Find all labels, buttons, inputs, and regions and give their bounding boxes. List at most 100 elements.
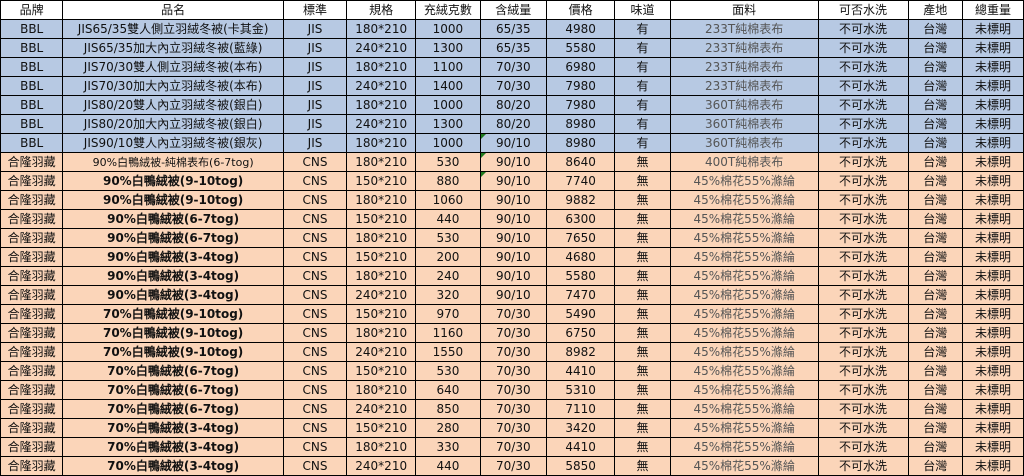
cell-washable[interactable]: 不可水洗	[817, 209, 909, 229]
cell-price[interactable]: 9882	[546, 190, 616, 210]
cell-standard[interactable]: CNS	[282, 456, 348, 476]
cell-brand[interactable]: 合隆羽藏	[0, 323, 64, 343]
cell-price[interactable]: 6750	[546, 323, 616, 343]
cell-standard[interactable]: JIS	[282, 76, 348, 96]
cell-size[interactable]: 180*210	[346, 133, 417, 153]
cell-fabric[interactable]: 45%棉花55%滌綸	[669, 456, 819, 476]
header-size[interactable]: 規格	[346, 0, 417, 20]
cell-fabric[interactable]: 233T純棉表布	[669, 38, 819, 58]
cell-name[interactable]: 90%白鴨絨被(3-4tog)	[62, 285, 284, 305]
cell-down-ratio[interactable]: 65/35	[479, 38, 548, 58]
cell-price[interactable]: 5490	[546, 304, 616, 324]
cell-name[interactable]: JIS80/20雙人內立羽絨冬被(銀白)	[62, 95, 284, 115]
cell-brand[interactable]: 合隆羽藏	[0, 380, 64, 400]
cell-brand[interactable]: BBL	[0, 114, 64, 134]
cell-fill-weight[interactable]: 1000	[415, 95, 481, 115]
cell-fill-weight[interactable]: 1300	[415, 38, 481, 58]
cell-standard[interactable]: CNS	[282, 266, 348, 286]
cell-fill-weight[interactable]: 850	[415, 399, 481, 419]
cell-total-weight[interactable]: 未標明	[962, 380, 1024, 400]
cell-fabric[interactable]: 45%棉花55%滌綸	[669, 247, 819, 267]
cell-fabric[interactable]: 45%棉花55%滌綸	[669, 323, 819, 343]
cell-down-ratio[interactable]: 90/10	[479, 133, 548, 153]
cell-down-ratio[interactable]: 90/10	[479, 171, 548, 191]
cell-total-weight[interactable]: 未標明	[962, 266, 1024, 286]
cell-fabric[interactable]: 45%棉花55%滌綸	[669, 380, 819, 400]
cell-price[interactable]: 8980	[546, 114, 616, 134]
cell-size[interactable]: 180*210	[346, 323, 417, 343]
cell-name[interactable]: 70%白鴨絨被(6-7tog)	[62, 380, 284, 400]
cell-total-weight[interactable]: 未標明	[962, 76, 1024, 96]
cell-price[interactable]: 4680	[546, 247, 616, 267]
cell-standard[interactable]: CNS	[282, 361, 348, 381]
cell-brand[interactable]: 合隆羽藏	[0, 171, 64, 191]
cell-odor[interactable]: 無	[614, 399, 671, 419]
cell-fabric[interactable]: 45%棉花55%滌綸	[669, 171, 819, 191]
cell-size[interactable]: 180*210	[346, 437, 417, 457]
cell-total-weight[interactable]: 未標明	[962, 304, 1024, 324]
cell-fill-weight[interactable]: 1160	[415, 323, 481, 343]
cell-size[interactable]: 180*210	[346, 380, 417, 400]
cell-fill-weight[interactable]: 1400	[415, 76, 481, 96]
cell-fill-weight[interactable]: 530	[415, 152, 481, 172]
cell-brand[interactable]: 合隆羽藏	[0, 247, 64, 267]
cell-price[interactable]: 7470	[546, 285, 616, 305]
cell-fabric[interactable]: 45%棉花55%滌綸	[669, 190, 819, 210]
cell-odor[interactable]: 無	[614, 247, 671, 267]
cell-brand[interactable]: BBL	[0, 76, 64, 96]
header-origin[interactable]: 產地	[907, 0, 964, 20]
cell-brand[interactable]: BBL	[0, 95, 64, 115]
cell-total-weight[interactable]: 未標明	[962, 95, 1024, 115]
cell-origin[interactable]: 台灣	[907, 133, 964, 153]
header-washable[interactable]: 可否水洗	[817, 0, 909, 20]
cell-size[interactable]: 180*210	[346, 228, 417, 248]
cell-fabric[interactable]: 45%棉花55%滌綸	[669, 304, 819, 324]
cell-origin[interactable]: 台灣	[907, 228, 964, 248]
cell-odor[interactable]: 有	[614, 38, 671, 58]
cell-brand[interactable]: 合隆羽藏	[0, 228, 64, 248]
cell-washable[interactable]: 不可水洗	[817, 38, 909, 58]
cell-fabric[interactable]: 233T純棉表布	[669, 57, 819, 77]
cell-name[interactable]: 90%白鴨絨被(3-4tog)	[62, 266, 284, 286]
cell-name[interactable]: JIS70/30加大內立羽絨冬被(本布)	[62, 76, 284, 96]
cell-origin[interactable]: 台灣	[907, 247, 964, 267]
cell-washable[interactable]: 不可水洗	[817, 57, 909, 77]
cell-origin[interactable]: 台灣	[907, 171, 964, 191]
cell-fill-weight[interactable]: 320	[415, 285, 481, 305]
cell-fill-weight[interactable]: 1300	[415, 114, 481, 134]
cell-size[interactable]: 180*210	[346, 266, 417, 286]
cell-standard[interactable]: CNS	[282, 418, 348, 438]
cell-fill-weight[interactable]: 280	[415, 418, 481, 438]
cell-down-ratio[interactable]: 70/30	[479, 304, 548, 324]
cell-odor[interactable]: 無	[614, 380, 671, 400]
cell-total-weight[interactable]: 未標明	[962, 114, 1024, 134]
cell-total-weight[interactable]: 未標明	[962, 399, 1024, 419]
cell-washable[interactable]: 不可水洗	[817, 76, 909, 96]
cell-down-ratio[interactable]: 70/30	[479, 456, 548, 476]
cell-origin[interactable]: 台灣	[907, 57, 964, 77]
cell-standard[interactable]: CNS	[282, 437, 348, 457]
cell-washable[interactable]: 不可水洗	[817, 190, 909, 210]
cell-size[interactable]: 150*210	[346, 418, 417, 438]
cell-name[interactable]: 70%白鴨絨被(6-7tog)	[62, 361, 284, 381]
cell-name[interactable]: 90%白鴨絨被(6-7tog)	[62, 228, 284, 248]
cell-size[interactable]: 180*210	[346, 19, 417, 39]
cell-price[interactable]: 3420	[546, 418, 616, 438]
cell-fill-weight[interactable]: 530	[415, 228, 481, 248]
cell-standard[interactable]: CNS	[282, 304, 348, 324]
cell-size[interactable]: 240*210	[346, 456, 417, 476]
header-price[interactable]: 價格	[546, 0, 616, 20]
cell-odor[interactable]: 有	[614, 76, 671, 96]
cell-down-ratio[interactable]: 70/30	[479, 76, 548, 96]
cell-origin[interactable]: 台灣	[907, 342, 964, 362]
cell-brand[interactable]: 合隆羽藏	[0, 418, 64, 438]
cell-standard[interactable]: JIS	[282, 95, 348, 115]
cell-size[interactable]: 150*210	[346, 361, 417, 381]
cell-standard[interactable]: CNS	[282, 323, 348, 343]
cell-origin[interactable]: 台灣	[907, 266, 964, 286]
cell-name[interactable]: 70%白鴨絨被(3-4tog)	[62, 418, 284, 438]
cell-brand[interactable]: 合隆羽藏	[0, 342, 64, 362]
cell-brand[interactable]: 合隆羽藏	[0, 285, 64, 305]
cell-price[interactable]: 5580	[546, 38, 616, 58]
cell-down-ratio[interactable]: 70/30	[479, 323, 548, 343]
